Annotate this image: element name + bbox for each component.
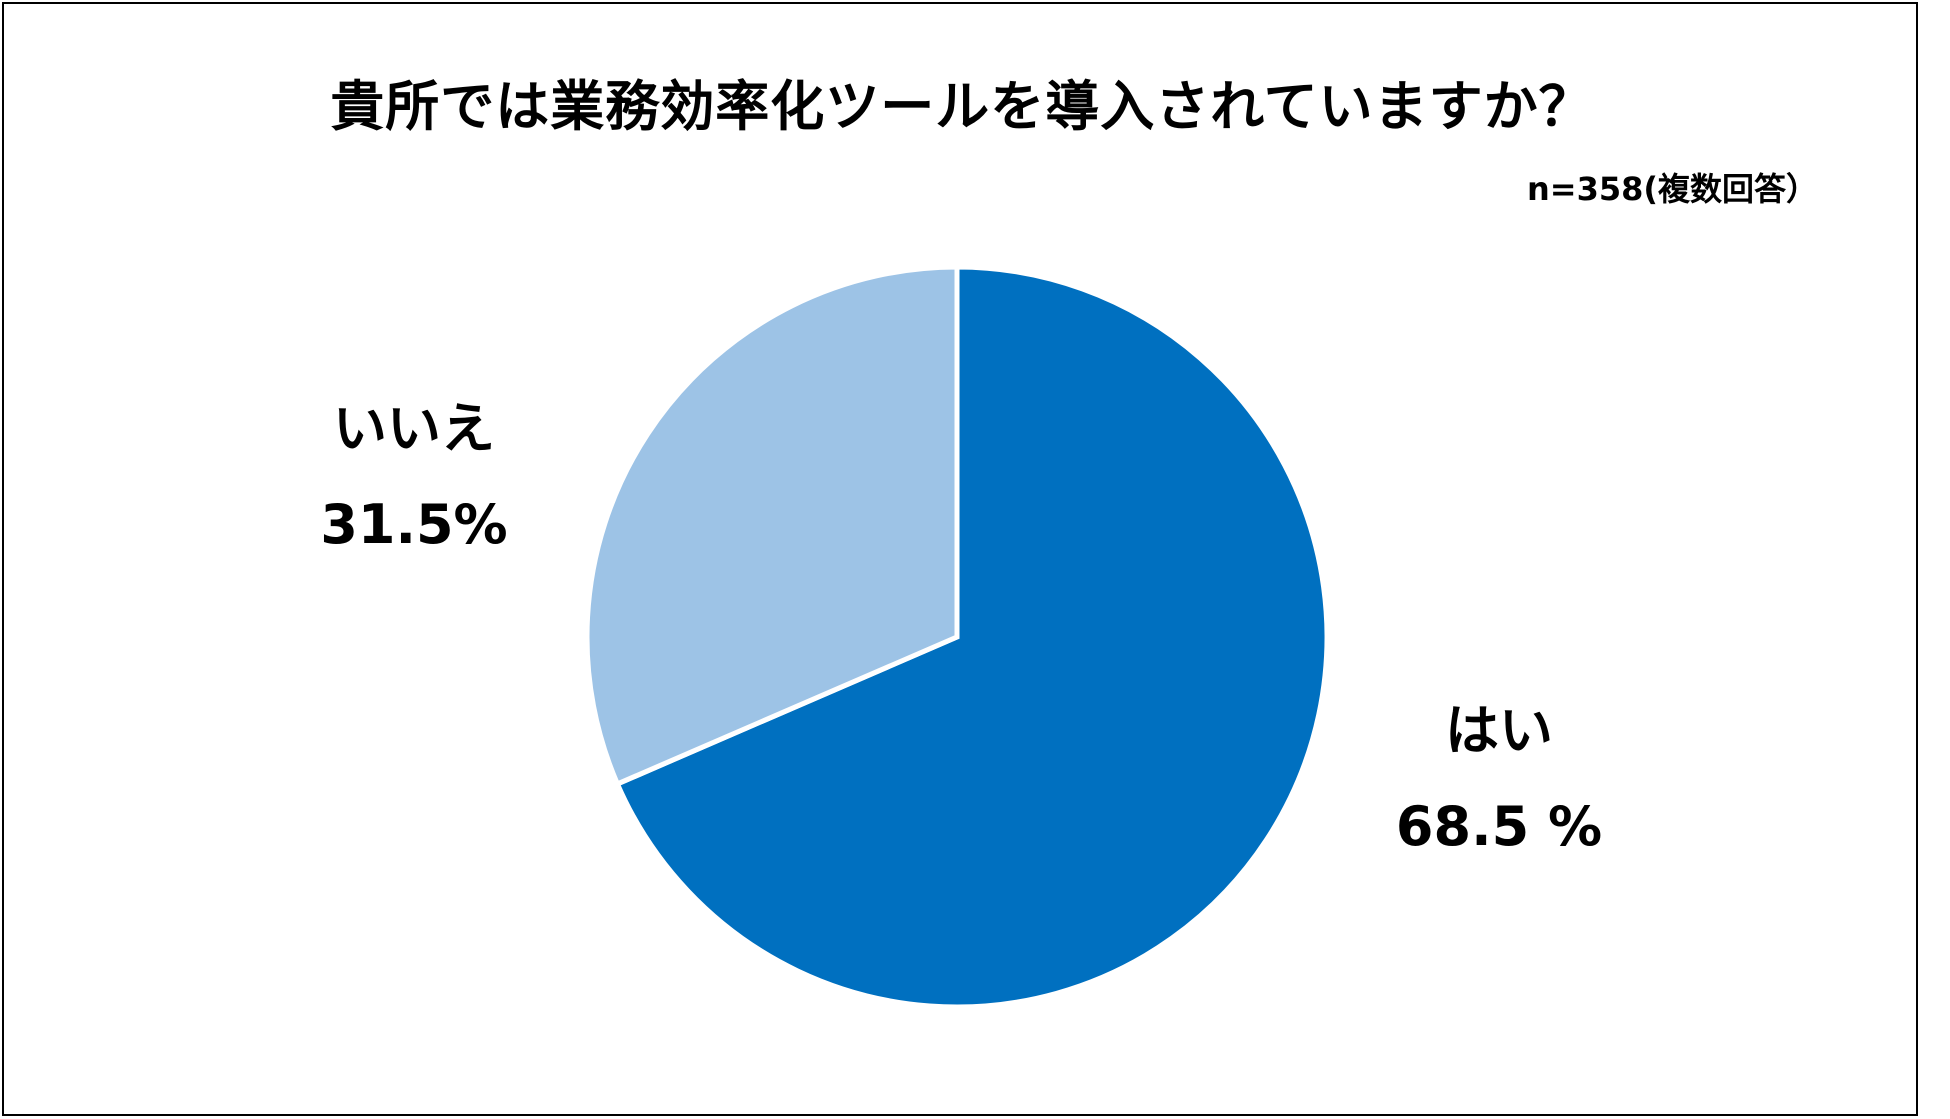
chart-title: 貴所では業務効率化ツールを導入されていますか？ [330, 75, 1594, 138]
slice-name-no: いいえ [333, 397, 495, 460]
slice-value-no: 31.5% [320, 493, 508, 556]
pie-slice-yes [614, 264, 1330, 1010]
slice-label-yes: はい 68.5 % [1349, 704, 1649, 854]
pie-slice-no [584, 264, 960, 788]
slice-name-yes: はい [1445, 699, 1553, 762]
slice-label-no: いいえ 31.5% [264, 402, 564, 552]
pie-chart [584, 264, 1330, 1010]
slice-value-yes: 68.5 % [1395, 795, 1603, 858]
sample-size-note: n=358(複数回答） [1526, 170, 1818, 208]
chart-frame: 貴所では業務効率化ツールを導入されていますか？ n=358(複数回答） いいえ … [2, 2, 1918, 1116]
